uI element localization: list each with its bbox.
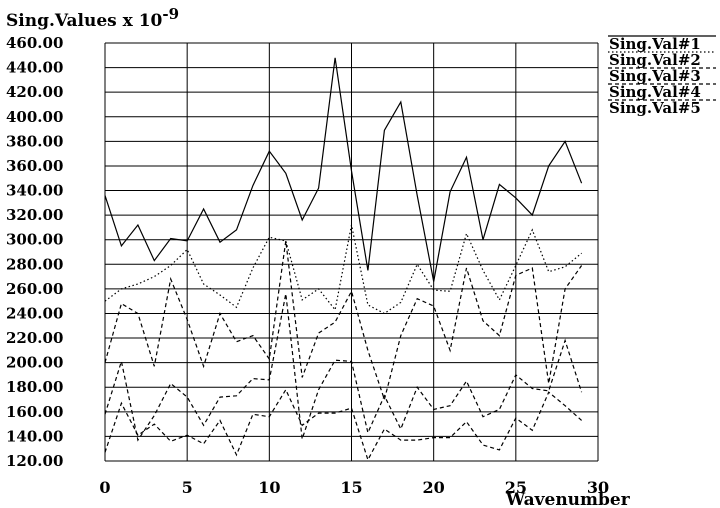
y-tick-label: 320.00 [6,206,63,224]
y-tick-label: 160.00 [6,403,63,421]
y-tick-label: 260.00 [6,280,63,298]
y-tick-label: 180.00 [6,378,63,396]
legend-label-3: Sing.Val#3 [609,67,701,85]
series-line-1 [104,57,583,282]
y-tick-label: 200.00 [6,354,63,372]
y-tick-label: 420.00 [6,83,63,101]
y-tick-label: 240.00 [6,304,63,322]
legend: Sing.Val#1Sing.Val#2Sing.Val#3Sing.Val#4… [608,35,716,117]
y-axis-title-exponent: -9 [162,5,179,23]
y-tick-label: 120.00 [6,452,63,470]
y-tick-label: 340.00 [6,182,63,200]
y-tick-label: 380.00 [6,132,63,150]
y-tick-label: 360.00 [6,157,63,175]
x-tick-label: 30 [587,478,609,497]
y-tick-label: 440.00 [6,59,63,77]
x-tick-label: 20 [423,478,445,497]
x-tick-label: 25 [505,478,527,497]
series-line-3 [104,240,583,402]
y-tick-label: 300.00 [6,231,63,249]
y-axis-title: Sing.Values x 10-9 [6,5,179,31]
y-tick-label: 140.00 [6,427,63,445]
x-tick-labels: 0 5 10 15 20 25 30 [99,478,609,497]
x-tick-label: 15 [340,478,362,497]
y-axis-title-text: Sing.Values x 10 [6,11,163,31]
x-tick-label: 0 [99,478,110,497]
y-tick-label: 280.00 [6,255,63,273]
series-line-5 [104,388,582,462]
series-line-2 [104,224,582,315]
y-tick-label: 400.00 [6,108,63,126]
legend-label-2: Sing.Val#2 [609,51,701,69]
y-tick-labels: 120.00 140.00 160.00 180.00 200.00 220.00 240.… [6,34,63,470]
y-tick-label: 220.00 [6,329,63,347]
series-lines [104,57,583,462]
legend-label-5: Sing.Val#5 [609,99,701,117]
x-axis-title: Wavenumber [505,490,631,508]
x-tick-label: 5 [182,478,193,497]
x-tick-label: 10 [258,478,280,497]
legend-label-1: Sing.Val#1 [609,35,701,53]
gridlines [104,42,599,462]
series-line-4 [104,293,583,442]
y-tick-label: 460.00 [6,34,63,52]
legend-label-4: Sing.Val#4 [609,83,701,101]
